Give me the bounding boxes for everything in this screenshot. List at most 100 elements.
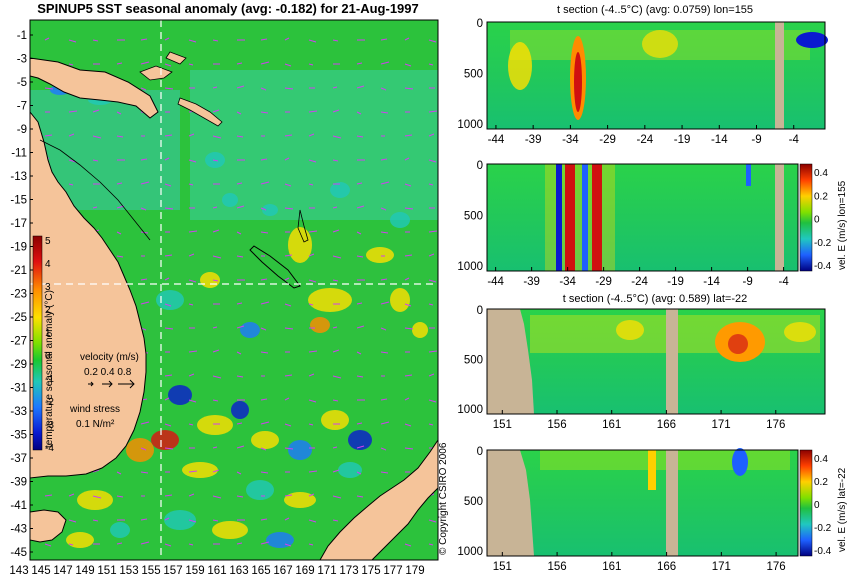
velocity-vector <box>404 303 412 307</box>
velocity-vector <box>188 39 197 43</box>
velocity-vector <box>380 111 389 114</box>
vel-colorbar-tick: -0.2 <box>814 238 832 249</box>
velocity-vector <box>284 63 292 67</box>
velocity-vector <box>428 183 434 186</box>
new-zealand-land <box>319 438 439 561</box>
velocity-vector <box>236 375 244 378</box>
section-x-tick: -9 <box>751 134 761 146</box>
map-lat-tick: -31 <box>10 383 27 395</box>
velocity-vector <box>212 206 218 209</box>
velocity-vector <box>284 134 293 137</box>
panel-4-jet-west <box>732 448 748 476</box>
map-lat-tick: -13 <box>10 171 27 183</box>
velocity-vector <box>260 471 269 474</box>
vel-colorbar-tick: 0.4 <box>814 168 828 179</box>
panel-2-surface-jet <box>746 164 751 186</box>
velocity-vector <box>356 231 362 235</box>
velocity-vector <box>44 134 53 137</box>
velocity-vector <box>356 375 364 378</box>
panel-4-land <box>666 450 678 556</box>
velocity-vector <box>188 303 194 306</box>
map-lat-tick: -33 <box>10 406 27 418</box>
velocity-vector <box>212 349 220 353</box>
panel-2-ticks: 0 500 1000 -44 -39 -34 -29 -24 -19 -14 -9 -4 <box>457 160 789 288</box>
velocity-vector <box>236 62 243 65</box>
velocity-vector <box>332 349 340 353</box>
map-lon-tick: 143 <box>9 565 28 577</box>
velocity-vector <box>140 518 148 521</box>
map-lon-tick: 155 <box>141 565 160 577</box>
section-x-tick: -14 <box>711 134 728 146</box>
new-guinea-land <box>29 57 159 119</box>
velocity-vector <box>116 231 122 235</box>
section-x-tick: 156 <box>547 561 566 573</box>
map-lat-tick: -9 <box>17 124 27 136</box>
velocity-vector <box>308 303 314 306</box>
velocity-vector <box>260 398 268 401</box>
temp-colorbar-label: temperature seasonal anomaly (°C) <box>44 290 55 448</box>
velocity-vector <box>356 205 365 209</box>
map-lat-tick: -3 <box>17 54 27 66</box>
section-x-tick: -39 <box>525 134 542 146</box>
panel-2-jet-east-b <box>592 164 602 271</box>
panel-2-field <box>487 164 798 271</box>
map-lon-tick: 147 <box>53 565 72 577</box>
panel-vel-section-lon: 0.4 0.2 0 -0.2 -0.4 vel. E (m/s) lon=155 0 50… <box>457 160 848 288</box>
copyright: © Copyright CSIRO 2006 <box>438 442 449 555</box>
velocity-vector <box>164 134 173 137</box>
velocity-vector <box>236 302 243 305</box>
anomaly-eddy <box>412 322 428 338</box>
velocity-vector <box>284 303 292 307</box>
velocity-vector <box>404 374 413 377</box>
velocity-vector <box>212 135 222 139</box>
map-lon-tick: 151 <box>97 565 116 577</box>
velocity-vector <box>188 183 194 186</box>
section-x-tick: 151 <box>493 561 512 573</box>
velocity-vector <box>332 86 338 89</box>
velocity-vector <box>188 423 194 426</box>
velocity-vector <box>140 207 147 211</box>
velocity-vector <box>68 159 77 163</box>
velocity-vector <box>164 374 173 377</box>
velocity-vector <box>332 326 338 329</box>
section-y-tick: 0 <box>477 446 483 458</box>
new-britain <box>139 65 173 81</box>
map-lat-tick: -5 <box>17 77 27 89</box>
map-lat-tick: -35 <box>10 430 27 442</box>
velocity-vector <box>212 159 219 162</box>
velocity-vector <box>212 86 218 89</box>
velocity-vector <box>116 182 123 185</box>
velocity-vector <box>308 373 315 377</box>
velocity-vector <box>188 133 195 137</box>
velocity-vector <box>140 541 150 545</box>
velocity-vector <box>260 351 269 354</box>
map-lat-tick: -17 <box>10 218 27 230</box>
anomaly-eddy <box>222 193 238 207</box>
vel-colorbar-tick: -0.4 <box>814 546 832 557</box>
panel-3-ticks: 0 500 1000 151 156 161 166 171 176 <box>457 305 785 431</box>
anomaly-eddy <box>126 438 154 462</box>
velocity-vector <box>68 543 74 546</box>
map-lon-tick: 167 <box>273 565 292 577</box>
velocity-vector <box>404 397 410 401</box>
section-x-tick: -34 <box>559 276 576 288</box>
anomaly-eddy <box>330 182 350 198</box>
velocity-vector <box>404 183 412 187</box>
section-x-tick: -39 <box>523 276 540 288</box>
velocity-vector <box>236 231 242 235</box>
velocity-vector <box>356 422 363 425</box>
velocity-vector <box>236 85 245 89</box>
anomaly-eddy <box>156 290 184 310</box>
velocity-vector <box>332 279 339 282</box>
tasmania-land <box>29 509 67 543</box>
velocity-vector <box>188 253 195 257</box>
coral-reef-outline <box>39 139 151 241</box>
section-x-tick: 161 <box>602 561 621 573</box>
temp-colorbar-tick: 1 <box>45 328 51 339</box>
vel-colorbar-tick: 0 <box>814 500 820 511</box>
section-x-tick: 176 <box>767 561 786 573</box>
velocity-vector <box>308 133 315 137</box>
panel-1-warm-mid <box>642 30 678 58</box>
panel-2-colorbar <box>799 163 813 272</box>
velocity-vector <box>92 206 98 209</box>
